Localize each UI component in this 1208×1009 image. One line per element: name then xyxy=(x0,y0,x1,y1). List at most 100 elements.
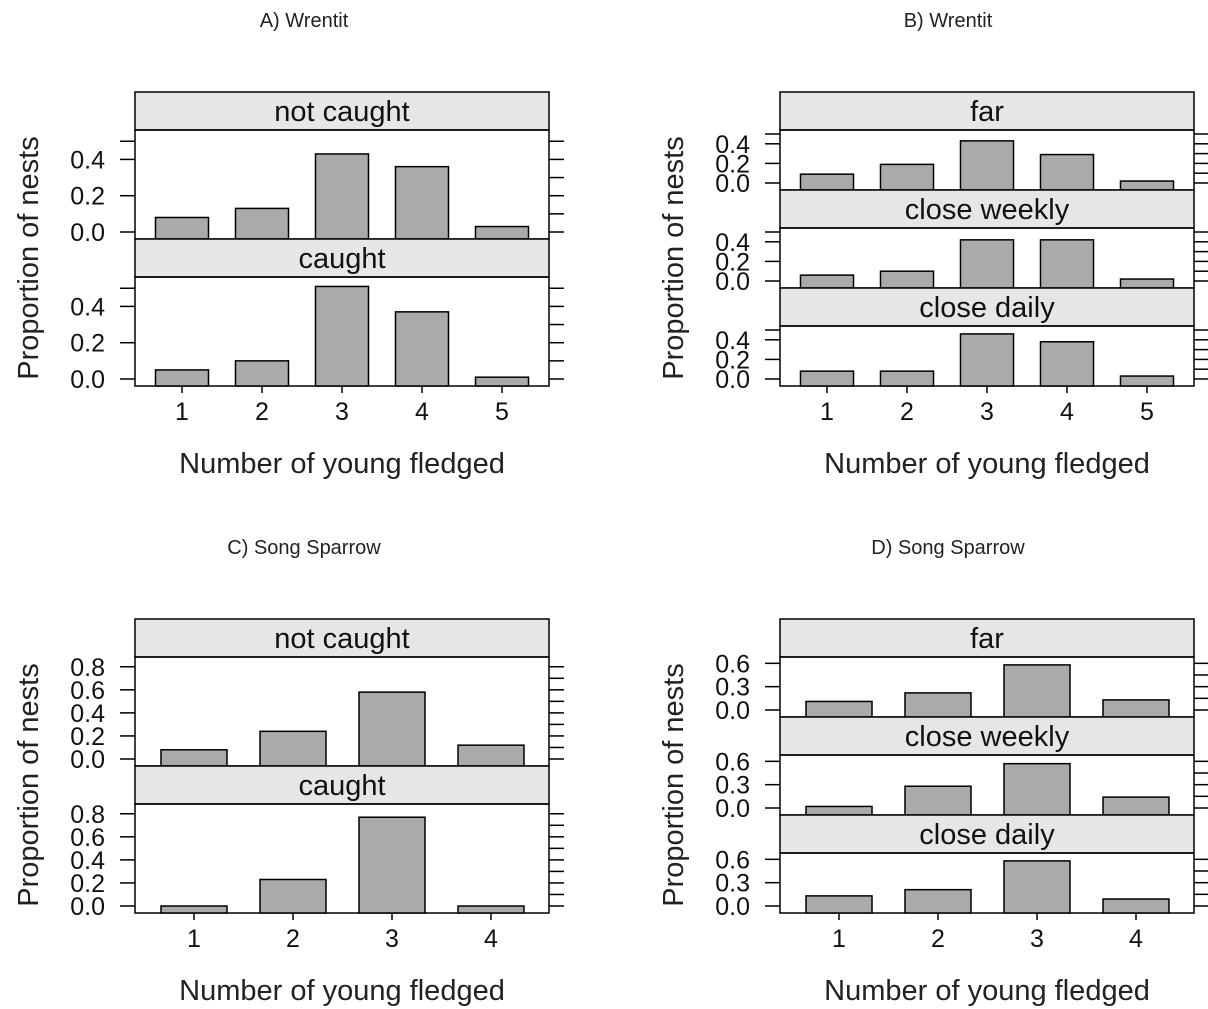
x-tick-label: 5 xyxy=(495,398,509,426)
bar xyxy=(314,153,370,240)
y-tick-label: 0.0 xyxy=(715,366,750,394)
strip xyxy=(779,287,1195,327)
x-tick-label: 2 xyxy=(931,925,945,953)
bar xyxy=(1039,153,1095,191)
panel-close-weekly: close weekly 0.00.20.4 xyxy=(715,189,1208,296)
strip xyxy=(134,91,550,131)
strip xyxy=(779,91,1195,131)
y-tick-label: 0.2 xyxy=(70,723,105,751)
bar xyxy=(160,749,228,767)
x-tick-label: 4 xyxy=(415,398,429,426)
strip xyxy=(779,189,1195,229)
panel-not-caught: not caught 0.00.20.40.60.8 xyxy=(70,618,564,774)
bar xyxy=(1003,860,1071,914)
bar xyxy=(1003,762,1071,816)
x-tick-label: 2 xyxy=(900,398,914,426)
chart-title: B) Wrentit xyxy=(904,10,993,32)
bar xyxy=(1119,375,1175,387)
bar xyxy=(358,691,426,767)
x-tick-label: 2 xyxy=(255,398,269,426)
y-tick-label: 0.0 xyxy=(715,268,750,296)
x-tick-label: 1 xyxy=(820,398,834,426)
bar xyxy=(1102,796,1170,816)
bar xyxy=(959,140,1015,191)
bar xyxy=(394,165,450,240)
x-axis-label: Number of young fledged xyxy=(179,975,505,1007)
bar xyxy=(805,805,873,816)
x-tick-label: 3 xyxy=(980,398,994,426)
y-tick-label: 0.0 xyxy=(70,219,105,247)
bar xyxy=(1039,239,1095,289)
bar xyxy=(1039,341,1095,387)
bar xyxy=(154,369,210,387)
chart-3: D) Song Sparrow Proportion of nests Number… xyxy=(658,537,1208,1007)
strip-label: far xyxy=(970,96,1004,128)
strip-label: not caught xyxy=(274,96,409,128)
y-tick-label: 0.6 xyxy=(715,650,750,678)
y-tick-label: 0.0 xyxy=(70,366,105,394)
strip-label: close daily xyxy=(919,819,1055,851)
x-tick-label: 2 xyxy=(286,925,300,953)
chart-title: D) Song Sparrow xyxy=(871,537,1025,559)
y-axis-label: Proportion of nests xyxy=(13,136,45,379)
y-tick-label: 0.6 xyxy=(715,748,750,776)
y-tick-label: 0.3 xyxy=(715,870,750,898)
panel-caught: caught 0.00.20.40.60.8 xyxy=(70,765,564,921)
bar xyxy=(1119,278,1175,289)
panel-close-daily: close daily 0.00.20.4 xyxy=(715,287,1208,394)
bar xyxy=(314,285,370,387)
bar xyxy=(904,785,972,816)
bar xyxy=(394,311,450,387)
bar xyxy=(160,905,228,914)
y-tick-label: 0.0 xyxy=(715,795,750,823)
strip xyxy=(779,814,1195,854)
y-tick-label: 0.4 xyxy=(715,131,750,159)
y-tick-label: 0.4 xyxy=(715,327,750,355)
bar xyxy=(805,895,873,914)
y-tick-label: 0.0 xyxy=(715,170,750,198)
bar xyxy=(474,225,530,240)
chart-2: C) Song Sparrow Proportion of nests Number… xyxy=(13,537,564,1007)
chart-1: B) Wrentit Proportion of nests Number of y… xyxy=(658,10,1208,480)
x-tick-label: 3 xyxy=(1030,925,1044,953)
strip-label: caught xyxy=(298,770,385,802)
y-tick-label: 0.4 xyxy=(70,847,105,875)
strip-label: far xyxy=(970,623,1004,655)
strip-label: close daily xyxy=(919,292,1055,324)
strip-label: close weekly xyxy=(905,194,1070,226)
panel-not-caught: not caught 0.0 0.2 0.4 xyxy=(70,91,564,247)
panel-close-daily: close daily 0.00.30.6 xyxy=(715,814,1208,921)
y-tick-label: 0.6 xyxy=(70,677,105,705)
bar xyxy=(959,239,1015,289)
bar xyxy=(234,360,290,387)
chart-title: A) Wrentit xyxy=(260,10,349,32)
y-tick-label: 0.2 xyxy=(715,150,750,178)
bar xyxy=(805,700,873,718)
x-axis-label: Number of young fledged xyxy=(824,975,1150,1007)
y-tick-label: 0.4 xyxy=(70,146,105,174)
strip xyxy=(779,618,1195,658)
y-tick-label: 0.0 xyxy=(715,893,750,921)
strip xyxy=(134,238,550,278)
y-tick-label: 0.4 xyxy=(70,700,105,728)
bar xyxy=(904,692,972,718)
bar xyxy=(799,370,855,387)
y-axis-label: Proportion of nests xyxy=(658,136,690,379)
panel-far: far 0.00.20.4 xyxy=(715,91,1208,198)
bar xyxy=(457,905,525,914)
bar xyxy=(799,173,855,191)
bar xyxy=(879,370,935,387)
y-axis-label: Proportion of nests xyxy=(13,663,45,906)
bar xyxy=(904,888,972,914)
y-tick-label: 0.2 xyxy=(70,330,105,358)
y-tick-label: 0.6 xyxy=(715,846,750,874)
x-tick-label: 3 xyxy=(385,925,399,953)
x-axis-label: Number of young fledged xyxy=(824,448,1150,480)
bar xyxy=(1003,664,1071,718)
y-tick-label: 0.2 xyxy=(70,183,105,211)
bar xyxy=(959,333,1015,387)
y-tick-label: 0.2 xyxy=(715,346,750,374)
bar xyxy=(457,744,525,767)
